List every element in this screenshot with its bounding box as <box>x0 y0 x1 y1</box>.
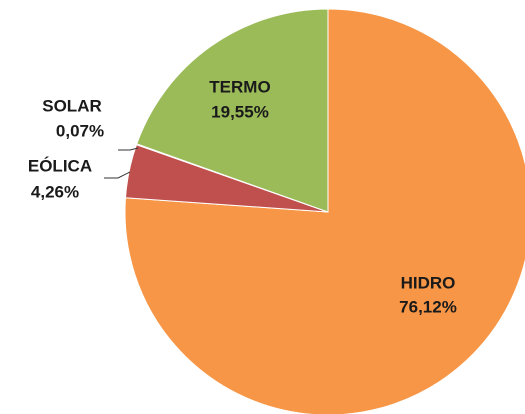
leader-line <box>118 147 139 151</box>
slice-label: HIDRO <box>401 273 456 292</box>
pie-slice <box>124 8 525 414</box>
slice-label: SOLAR <box>42 96 102 115</box>
slice-value-label: 76,12% <box>399 297 457 316</box>
slice-value-label: 19,55% <box>211 102 269 121</box>
slice-value-label: 0,07% <box>56 121 104 140</box>
leader-line <box>104 171 131 179</box>
slice-label: TERMO <box>209 77 270 96</box>
slice-label: EÓLICA <box>28 156 92 175</box>
pie-slice <box>136 8 329 213</box>
pie <box>124 8 525 414</box>
slice-value-label: 4,26% <box>31 182 79 201</box>
